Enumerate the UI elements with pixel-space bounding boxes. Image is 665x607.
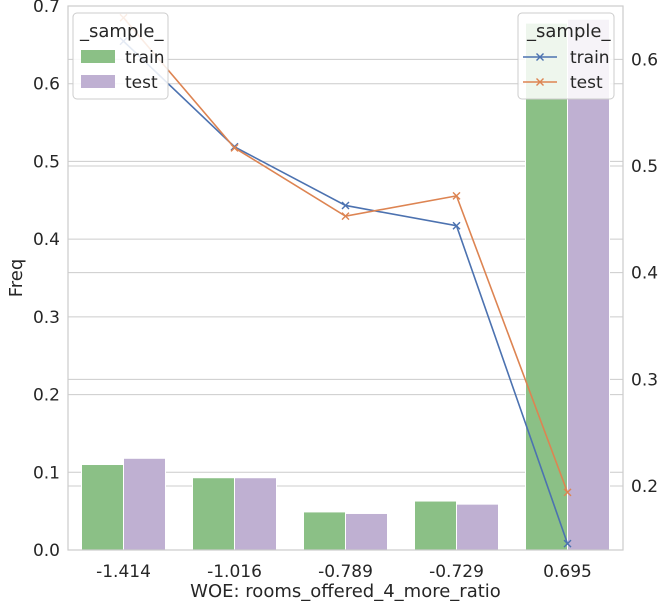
right-axis-ticks: 0.2 0.3 0.4 0.5 0.6 <box>631 50 658 497</box>
marker-stroke <box>341 201 350 210</box>
y-axis-title: Freq <box>6 259 27 298</box>
bar-test <box>123 457 166 551</box>
bar-test <box>234 477 277 551</box>
legend-right: _sample_ train test <box>517 12 615 100</box>
line-series <box>119 13 572 548</box>
marker-test <box>341 212 350 221</box>
bar-test <box>567 18 610 551</box>
left-tick-label: 0.1 <box>33 463 60 483</box>
marker-train <box>563 539 572 548</box>
x-tick-label: -0.789 <box>318 562 373 582</box>
legend-left-train-label: train <box>125 48 165 68</box>
x-axis-ticks: -1.414 -1.016 -0.789 -0.729 0.695 <box>96 562 592 582</box>
bar-test <box>345 512 388 551</box>
legend-left-test-label: test <box>125 73 158 93</box>
bar-train <box>414 500 457 551</box>
right-tick-label: 0.2 <box>631 477 658 497</box>
line-train <box>122 40 569 544</box>
legend-right-title: _sample_ <box>526 21 611 42</box>
legend-left-train-swatch <box>81 50 115 63</box>
left-tick-label: 0.7 <box>33 0 60 17</box>
left-tick-label: 0.4 <box>33 230 60 250</box>
marker-stroke <box>563 539 572 548</box>
x-tick-label: -0.729 <box>429 562 484 582</box>
right-tick-label: 0.4 <box>631 264 658 284</box>
marker-test <box>230 143 239 152</box>
marker-stroke <box>230 143 239 152</box>
left-tick-label: 0.5 <box>33 152 60 172</box>
bar-train <box>525 22 568 551</box>
marker-train <box>452 221 461 230</box>
x-axis-title: WOE: rooms_offered_4_more_ratio <box>190 581 501 602</box>
legend-marker <box>536 53 544 61</box>
legend-left-title: _sample_ <box>79 21 164 42</box>
legend-right-test-label: test <box>570 73 603 93</box>
legend-left-test-swatch <box>81 75 115 88</box>
x-tick-label: -1.016 <box>207 562 262 582</box>
marker-test <box>452 191 461 200</box>
bar-series <box>81 18 610 551</box>
left-tick-label: 0.2 <box>33 386 60 406</box>
legend-right-test-swatch <box>523 78 557 86</box>
line-test <box>122 17 569 493</box>
left-tick-label: 0.0 <box>33 541 60 561</box>
right-tick-label: 0.3 <box>631 370 658 390</box>
right-tick-label: 0.6 <box>631 50 658 70</box>
x-tick-label: 0.695 <box>543 562 592 582</box>
legend-marker <box>536 78 544 86</box>
marker-test <box>563 488 572 497</box>
marker-stroke <box>452 191 461 200</box>
left-axis-ticks: 0.0 0.1 0.2 0.3 0.4 0.5 0.6 0.7 <box>33 0 60 561</box>
legend-left: _sample_ train test <box>72 12 169 100</box>
marker-stroke <box>341 212 350 221</box>
legend-right-train-swatch <box>523 53 557 61</box>
bar-test <box>456 503 499 551</box>
legend-right-box <box>517 12 615 100</box>
marker-train <box>341 201 350 210</box>
marker-stroke <box>563 488 572 497</box>
legend-right-train-label: train <box>570 48 610 68</box>
bar-train <box>81 464 124 551</box>
bar-train <box>192 477 235 551</box>
bar-train <box>303 511 346 551</box>
left-tick-label: 0.3 <box>33 308 60 328</box>
plot-frame <box>67 5 624 551</box>
x-tick-label: -1.414 <box>96 562 151 582</box>
left-tick-label: 0.6 <box>33 75 60 95</box>
right-tick-label: 0.5 <box>631 157 658 177</box>
marker-stroke <box>452 221 461 230</box>
